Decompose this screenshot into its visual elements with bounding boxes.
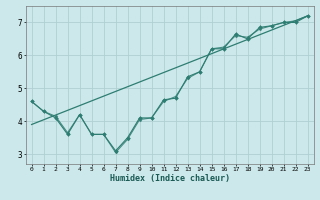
X-axis label: Humidex (Indice chaleur): Humidex (Indice chaleur) [109, 174, 230, 183]
